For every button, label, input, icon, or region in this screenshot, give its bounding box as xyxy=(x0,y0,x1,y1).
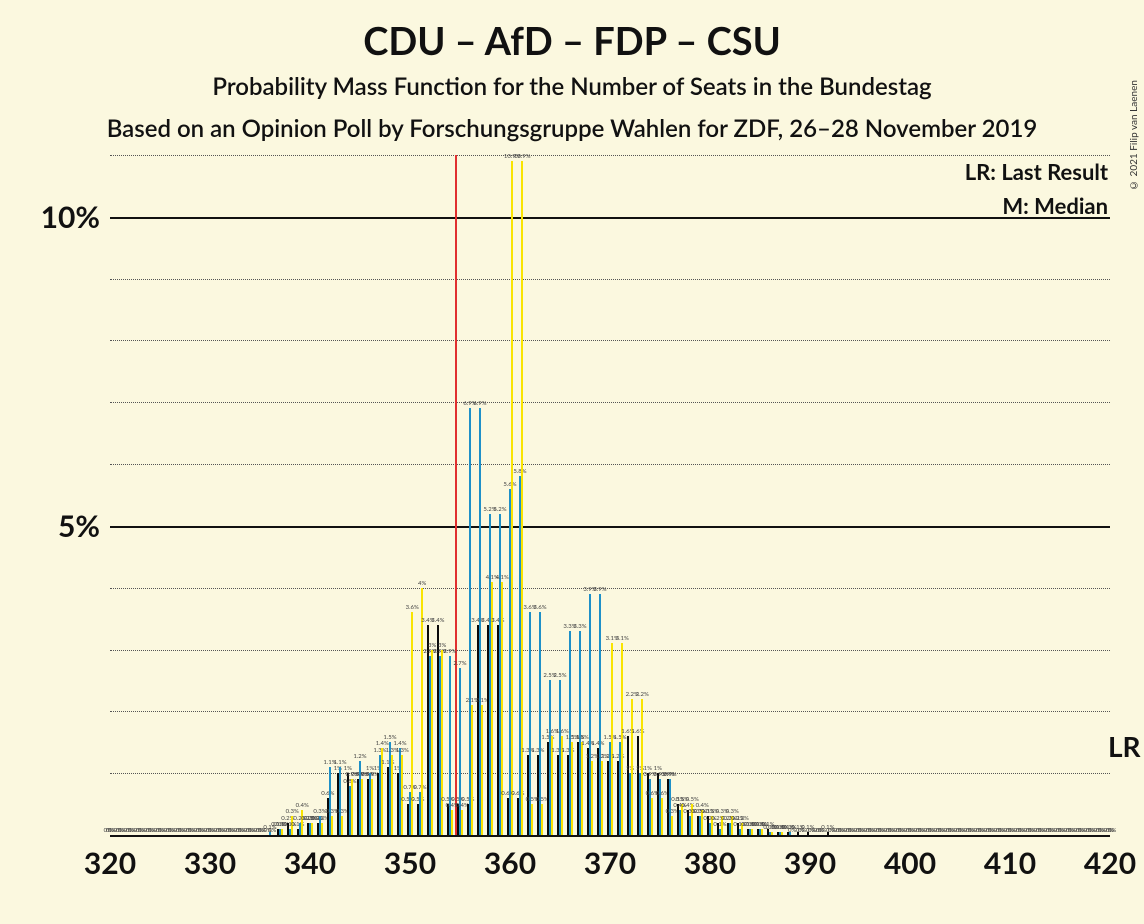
bar-fdp xyxy=(281,829,283,835)
bar-value-label: 2.9% xyxy=(443,648,456,655)
bar-value-label: 0% xyxy=(1108,827,1116,834)
x-axis-label: 410 xyxy=(984,845,1036,881)
bar-fdp xyxy=(601,761,603,835)
bar-fdp xyxy=(451,810,453,835)
x-axis-label: 380 xyxy=(684,845,736,881)
bar-fdp xyxy=(311,823,313,835)
bar-value-label: 1.5% xyxy=(613,734,626,741)
x-axis-label: 350 xyxy=(384,845,436,881)
bar-value-label: 4.1% xyxy=(496,574,509,581)
lr-marker: LR xyxy=(1108,729,1141,763)
bar-value-label: 3.4% xyxy=(431,617,444,624)
bar-fdp xyxy=(331,816,333,835)
bar-fdp xyxy=(671,816,673,835)
bar-fdp xyxy=(771,832,773,835)
bar-fdp xyxy=(321,823,323,835)
bar-fdp xyxy=(781,832,783,835)
bar-fdp xyxy=(591,761,593,835)
bar-value-label: 0.9% xyxy=(663,771,676,778)
bar-value-label: 2.5% xyxy=(553,672,566,679)
bar-value-label: 2.7% xyxy=(453,660,466,667)
bar-fdp xyxy=(421,588,423,835)
copyright-text: © 2021 Filip van Laenen xyxy=(1128,80,1140,191)
gridline-minor xyxy=(110,155,1110,156)
bar-value-label: 5.8% xyxy=(513,468,526,475)
x-axis-label: 420 xyxy=(1084,845,1136,881)
gridline-minor xyxy=(110,711,1110,712)
bar-value-label: 1.3% xyxy=(396,747,409,754)
bar-value-label: 2.2% xyxy=(636,691,649,698)
gridline-minor xyxy=(110,650,1110,651)
x-axis-label: 320 xyxy=(84,845,136,881)
x-axis-label: 400 xyxy=(884,845,936,881)
bar-fdp xyxy=(631,699,633,835)
x-axis-label: 370 xyxy=(584,845,636,881)
x-axis-label: 390 xyxy=(784,845,836,881)
y-axis-label: 10% xyxy=(41,199,100,235)
y-axis-label: 5% xyxy=(58,508,100,544)
gridline-minor xyxy=(110,340,1110,341)
gridline-minor xyxy=(110,464,1110,465)
bar-value-label: 0.1% xyxy=(713,821,726,828)
gridline-major xyxy=(110,526,1110,528)
bar-value-label: 3.3% xyxy=(573,623,586,630)
bar-fdp xyxy=(371,779,373,835)
bar-value-label: 3.1% xyxy=(616,635,629,642)
x-axis-label: 360 xyxy=(484,845,536,881)
bar-value-label: 5.6% xyxy=(503,481,516,488)
bar-fdp xyxy=(461,810,463,835)
chart-subtitle2: Based on an Opinion Poll by Forschungsgr… xyxy=(0,114,1144,143)
bar-fdp xyxy=(511,161,513,835)
bar-value-label: 3.6% xyxy=(533,604,546,611)
gridline-minor xyxy=(110,588,1110,589)
gridline-minor xyxy=(110,279,1110,280)
x-axis-label: 340 xyxy=(284,845,336,881)
bar-value-label: 6.9% xyxy=(473,400,486,407)
bar-value-label: 0.7% xyxy=(413,784,426,791)
bar-value-label: 0% xyxy=(268,827,276,834)
bar-fdp xyxy=(571,742,573,835)
bar-fdp xyxy=(661,798,663,835)
bar-value-label: 4% xyxy=(418,580,426,587)
bar-fdp xyxy=(651,798,653,835)
bar-fdp xyxy=(621,643,623,835)
chart-container: CDU – AfD – FDP – CSU Probability Mass F… xyxy=(0,0,1144,924)
x-axis-label: 330 xyxy=(184,845,236,881)
bar-fdp xyxy=(581,742,583,835)
bar-value-label: 3.6% xyxy=(406,604,419,611)
bar-fdp xyxy=(431,650,433,835)
bar-fdp xyxy=(481,705,483,835)
bar-value-label: 3.9% xyxy=(593,586,606,593)
plot-area: 5%10%320330340350360370380390400410420LR… xyxy=(110,155,1110,835)
gridline-minor xyxy=(110,402,1110,403)
bar-value-label: 5.2% xyxy=(493,506,506,513)
bar-value-label: 0.6% xyxy=(321,790,334,797)
bar-value-label: 0.8% xyxy=(343,778,356,785)
reference-line-lr xyxy=(455,155,457,835)
bar-fdp xyxy=(531,804,533,835)
gridline-major xyxy=(110,217,1110,219)
bar-value-label: 1.2% xyxy=(353,753,366,760)
bar-value-label: 0.4% xyxy=(296,802,309,809)
bar-fdp xyxy=(361,779,363,835)
bar-value-label: 10.9% xyxy=(514,153,531,160)
bar-fdp xyxy=(751,829,753,835)
bar-fdp xyxy=(521,161,523,835)
bar-value-label: 1.3% xyxy=(531,747,544,754)
bar-fdp xyxy=(351,779,353,835)
bar-fdp xyxy=(501,582,503,835)
bar-fdp xyxy=(341,816,343,835)
bar-value-label: 1.4% xyxy=(591,740,604,747)
chart-subtitle: Probability Mass Function for the Number… xyxy=(0,72,1144,101)
bar-fdp xyxy=(541,804,543,835)
bar-fdp xyxy=(471,705,473,835)
x-axis-line xyxy=(110,835,1110,837)
bar-fdp xyxy=(441,650,443,835)
bar-fdp xyxy=(401,755,403,835)
chart-title: CDU – AfD – FDP – CSU xyxy=(0,18,1144,64)
